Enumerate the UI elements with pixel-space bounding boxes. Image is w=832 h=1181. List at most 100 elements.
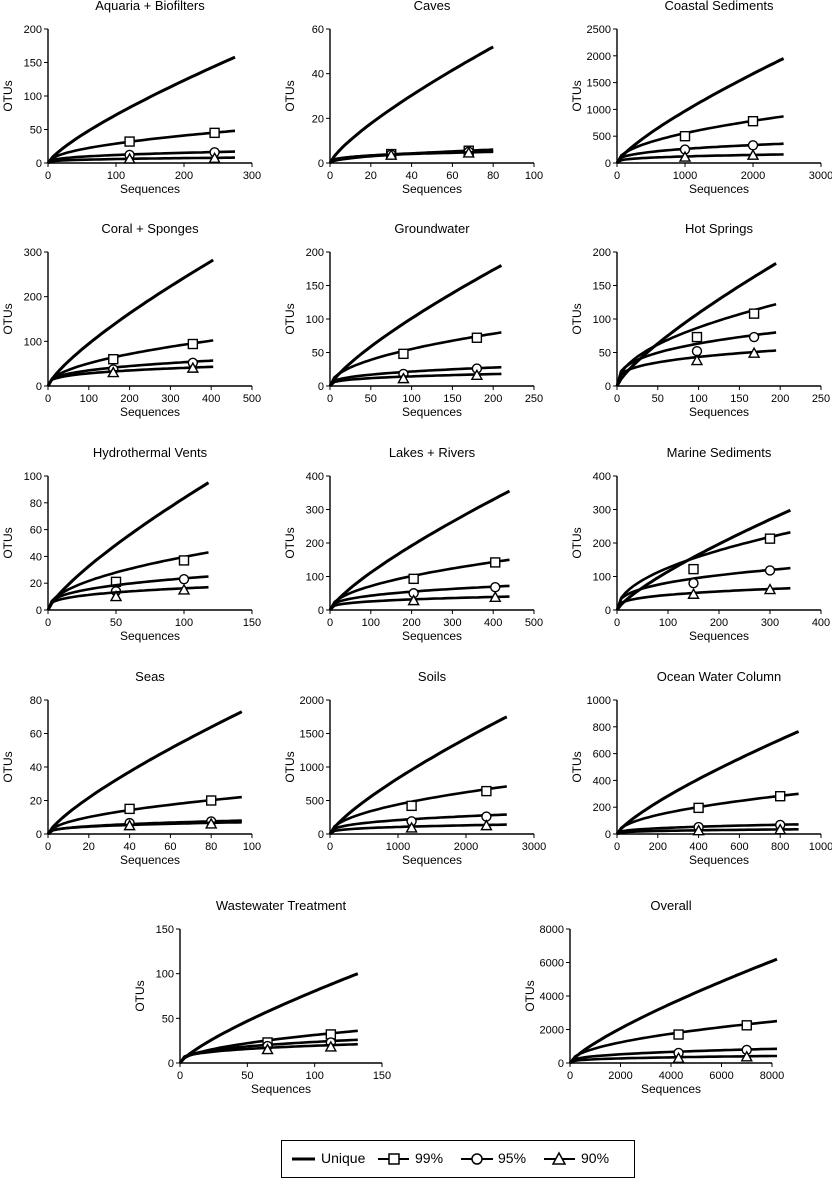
panel-soils: Soils 0 500 1000 1500 2000 0 1000 2000 3000 Sequen… [283, 669, 546, 867]
series-line-99 [615, 531, 791, 611]
x-axis-label: Sequences [402, 629, 462, 643]
x-tick-label: 0 [177, 1070, 183, 1082]
series-line-unique [46, 258, 214, 387]
x-tick-label: 0 [614, 393, 620, 405]
panel-lakes-rivers: Lakes + Rivers 0 100 200 300 400 0 100 200 300 400… [283, 445, 543, 643]
square-marker [408, 573, 419, 585]
panel-groundwater: Groundwater 0 50 100 150 200 0 50 100 150 200 250 Se… [283, 221, 543, 419]
x-axis-label: Sequences [689, 182, 749, 196]
y-tick-label: 400 [593, 775, 611, 787]
triangle-marker [774, 823, 787, 835]
circle-marker [764, 565, 776, 576]
panel-coastal-sediments: Coastal Sediments 0 500 1000 1500 2000 2500 0 10… [570, 0, 832, 196]
triangle-marker [690, 354, 704, 366]
y-axis-label: OTUs [1, 527, 15, 558]
series-line-99 [328, 785, 507, 835]
y-tick-label: 400 [593, 471, 611, 483]
panel-caves: Caves 0 20 40 60 0 20 40 60 80 100 Sequences OTUs [283, 0, 543, 196]
panel-title: Hydrothermal Vents [93, 445, 208, 460]
y-tick-label: 1500 [300, 729, 324, 741]
x-tick-label: 0 [614, 617, 620, 629]
y-axis-label: OTUs [283, 527, 297, 558]
series-line-95 [615, 566, 791, 611]
x-tick-label: 60 [164, 841, 176, 853]
y-tick-label: 1000 [300, 762, 324, 774]
square-marker [741, 1020, 752, 1031]
y-tick-label: 1500 [587, 78, 611, 90]
circle-marker [688, 578, 699, 589]
x-tick-label: 0 [614, 841, 620, 853]
y-tick-label: 400 [306, 471, 324, 483]
y-tick-label: 0 [36, 381, 42, 393]
y-tick-label: 0 [36, 605, 42, 617]
x-tick-label: 200 [175, 170, 193, 182]
x-axis-label: Sequences [641, 1082, 701, 1096]
panel-title: Ocean Water Column [657, 669, 782, 684]
y-tick-label: 150 [24, 58, 42, 70]
x-tick-label: 100 [402, 393, 420, 405]
x-tick-label: 300 [161, 393, 179, 405]
y-tick-label: 100 [306, 572, 324, 584]
legend-label-99: 99% [415, 1150, 444, 1166]
x-tick-label: 100 [243, 841, 261, 853]
x-tick-label: 3000 [522, 841, 546, 853]
square-marker [124, 136, 135, 147]
circle-marker [178, 573, 190, 585]
x-axis-label: Sequences [402, 853, 462, 867]
x-tick-label: 800 [771, 841, 789, 853]
y-axis-label: OTUs [570, 80, 584, 111]
x-tick-label: 100 [107, 170, 125, 182]
y-tick-label: 300 [24, 247, 42, 259]
y-tick-label: 50 [162, 1013, 174, 1025]
legend-square-marker [388, 1153, 400, 1165]
triangle-marker [462, 146, 475, 158]
x-tick-label: 400 [202, 393, 220, 405]
triangle-marker [489, 590, 502, 602]
triangle-marker [208, 151, 221, 164]
series-line-90 [47, 156, 236, 165]
y-tick-label: 100 [24, 471, 42, 483]
triangle-marker [385, 148, 398, 160]
y-tick-label: 0 [558, 1058, 564, 1070]
panel-title: Soils [418, 669, 447, 684]
series-line-90 [329, 372, 502, 387]
series-line-95 [328, 813, 507, 835]
square-marker [209, 127, 220, 139]
panel-coral-sponges: Coral + Sponges 0 100 200 300 0 100 200 300 400 50… [1, 221, 261, 419]
y-tick-label: 300 [593, 505, 611, 517]
square-marker [205, 795, 217, 806]
y-tick-label: 100 [593, 314, 611, 326]
y-tick-label: 500 [306, 796, 324, 808]
x-tick-label: 400 [484, 617, 502, 629]
x-tick-label: 0 [45, 617, 51, 629]
series-line-90 [329, 823, 507, 836]
triangle-marker [123, 819, 136, 831]
x-axis-label: Sequences [402, 405, 462, 419]
circle-marker [490, 582, 501, 593]
x-axis-label: Sequences [251, 1082, 311, 1096]
x-tick-label: 250 [812, 393, 830, 405]
triangle-marker [740, 1050, 753, 1062]
x-tick-label: 150 [373, 1070, 391, 1082]
y-tick-label: 200 [593, 247, 611, 259]
x-axis-label: Sequences [120, 182, 180, 196]
triangle-marker [186, 361, 200, 373]
series-line-unique [568, 957, 778, 1065]
triangle-marker [405, 821, 418, 833]
y-tick-label: 60 [312, 24, 324, 36]
y-axis-label: OTUs [1, 80, 15, 111]
y-tick-label: 100 [156, 969, 174, 981]
y-axis-label: OTUs [570, 303, 584, 334]
x-tick-label: 0 [327, 393, 333, 405]
x-tick-label: 200 [120, 393, 138, 405]
triangle-marker [687, 587, 700, 599]
square-marker [693, 802, 704, 814]
x-axis-label: Sequences [689, 853, 749, 867]
panel-aquaria-biofilters: Aquaria + Biofilters 0 50 100 150 200 0 100 200 3… [1, 0, 261, 196]
series-line-99 [328, 558, 510, 611]
x-tick-label: 300 [443, 617, 461, 629]
panel-title: Seas [135, 669, 165, 684]
square-marker [490, 557, 501, 568]
x-tick-label: 0 [327, 841, 333, 853]
square-marker [398, 348, 409, 360]
